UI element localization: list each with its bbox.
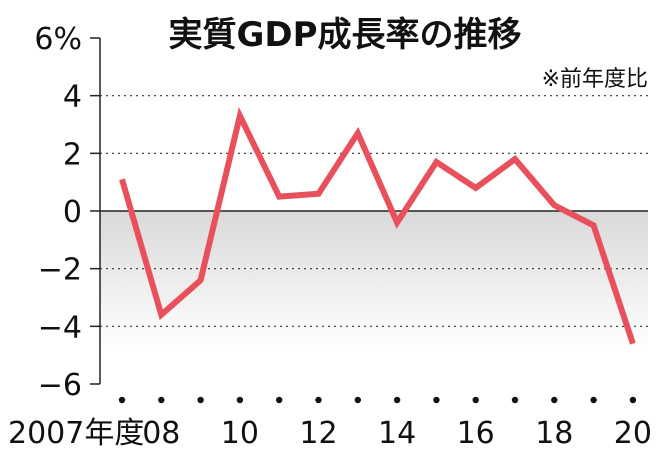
data-point (120, 177, 124, 181)
x-year-dot (629, 396, 637, 404)
data-point (631, 342, 635, 346)
data-point (277, 195, 281, 199)
gdp-growth-line (119, 107, 636, 345)
x-year-dot (393, 396, 401, 404)
data-point (592, 223, 596, 227)
x-year-dot (118, 396, 126, 404)
x-tick-label: 08 (142, 416, 180, 451)
data-point (474, 186, 478, 190)
data-point (238, 114, 242, 118)
x-year-dot (433, 396, 440, 404)
x-tick-label: 14 (378, 416, 416, 451)
y-tick-label: 4 (63, 80, 82, 115)
x-year-dot (276, 396, 283, 404)
x-year-dot (236, 396, 244, 404)
y-tick-label: 2 (63, 137, 82, 172)
data-point (434, 160, 438, 164)
x-year-dot (354, 396, 361, 404)
x-year-dot (511, 396, 519, 404)
y-tick-label: −4 (38, 310, 82, 345)
x-tick-label: 2007年度 (8, 416, 144, 451)
y-tick-label: −6 (38, 368, 82, 403)
data-point (513, 157, 517, 161)
y-tick-label: 6% (34, 22, 82, 57)
x-year-dot (472, 396, 479, 404)
chart-title: 実質GDP成長率の推移 (168, 15, 521, 55)
data-point (199, 278, 203, 282)
chart-note: ※前年度比 (542, 67, 648, 92)
data-point (356, 131, 360, 135)
x-tick-label: 12 (299, 416, 337, 451)
x-tick-label: 18 (535, 416, 573, 451)
x-year-dot (158, 396, 165, 404)
x-year-dot (315, 396, 322, 404)
x-tick-label: 20 (614, 416, 652, 451)
x-year-dot (197, 396, 204, 404)
data-point (317, 192, 321, 196)
data-point (395, 221, 399, 225)
data-point (552, 203, 556, 207)
x-year-dot (551, 396, 558, 404)
data-point (159, 313, 163, 317)
y-tick-label: 0 (63, 195, 82, 230)
x-year-dot (590, 396, 597, 404)
y-tick-label: −2 (38, 253, 82, 288)
x-tick-label: 10 (221, 416, 259, 451)
x-tick-label: 16 (457, 416, 495, 451)
negative-region-shading (100, 211, 648, 349)
